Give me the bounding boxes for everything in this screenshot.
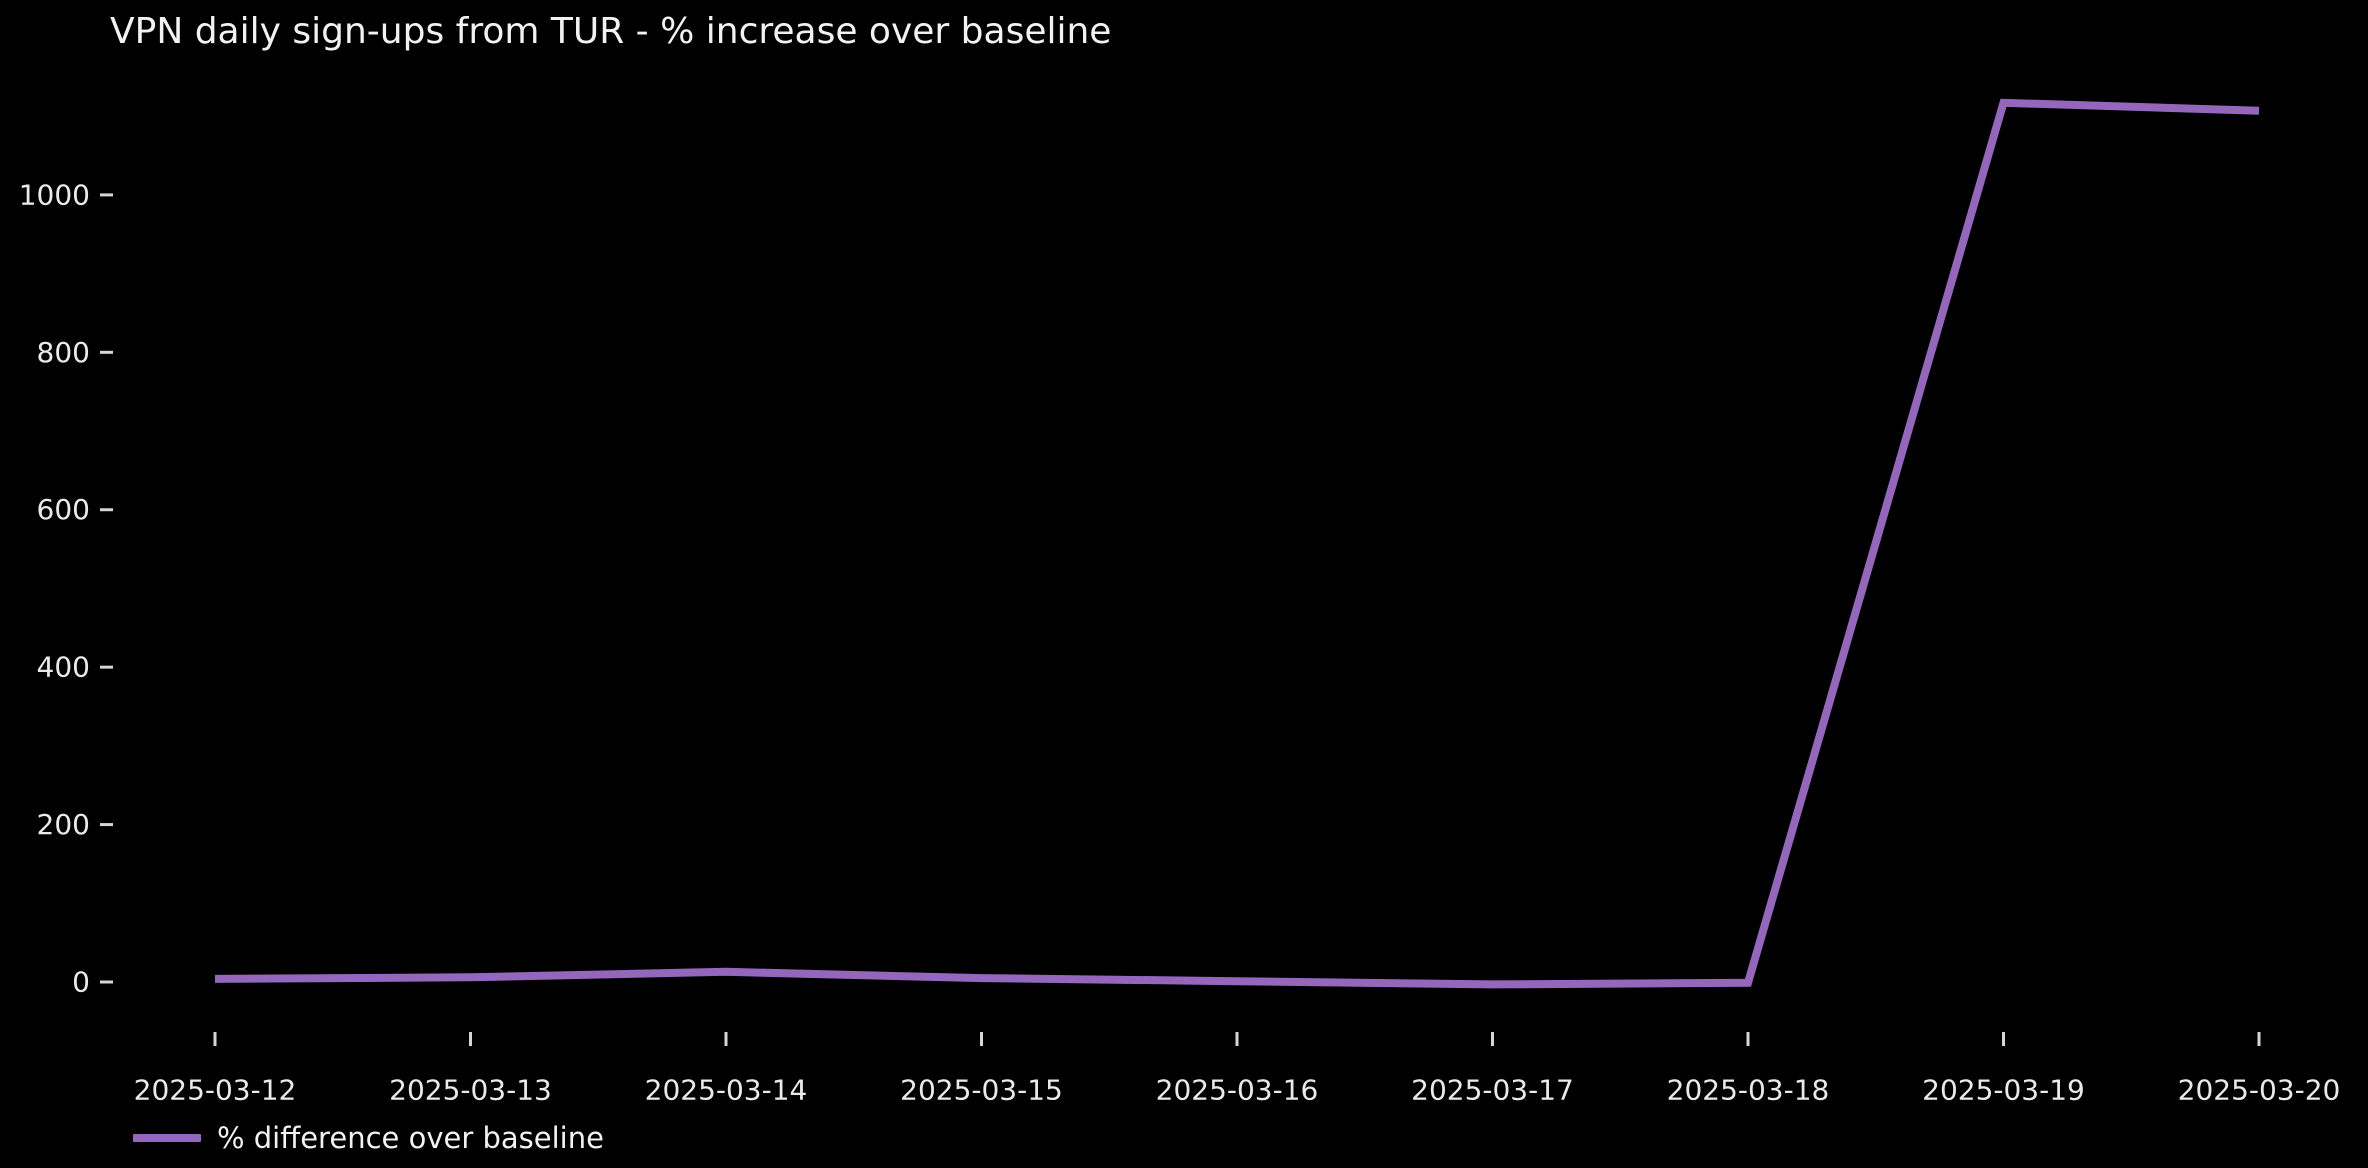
- y-axis-tick-label: 0: [72, 966, 90, 999]
- x-axis-tick-label: 2025-03-16: [1156, 1074, 1319, 1107]
- x-axis-tick-label: 2025-03-14: [645, 1074, 808, 1107]
- chart-title: VPN daily sign-ups from TUR - % increase…: [110, 11, 1112, 52]
- x-axis-tick-label: 2025-03-20: [2178, 1074, 2341, 1107]
- y-axis-tick-label: 600: [37, 493, 90, 526]
- legend-line-swatch: [133, 1134, 201, 1142]
- legend-label: % difference over baseline: [217, 1121, 604, 1155]
- y-axis-tick-label: 400: [37, 651, 90, 684]
- x-axis-tick-label: 2025-03-17: [1411, 1074, 1574, 1107]
- x-axis-tick-label: 2025-03-18: [1667, 1074, 1830, 1107]
- x-axis-tick-label: 2025-03-12: [134, 1074, 297, 1107]
- y-axis-tick-label: 1000: [19, 178, 90, 211]
- data-line-series: [214, 98, 2260, 989]
- x-axis-tick-label: 2025-03-15: [900, 1074, 1063, 1107]
- x-axis-tick-label: 2025-03-19: [1922, 1074, 2085, 1107]
- legend: % difference over baseline: [133, 1118, 604, 1158]
- y-axis-tick-label: 800: [37, 336, 90, 369]
- x-axis-tick-label: 2025-03-13: [389, 1074, 552, 1107]
- y-axis-tick-label: 200: [37, 808, 90, 841]
